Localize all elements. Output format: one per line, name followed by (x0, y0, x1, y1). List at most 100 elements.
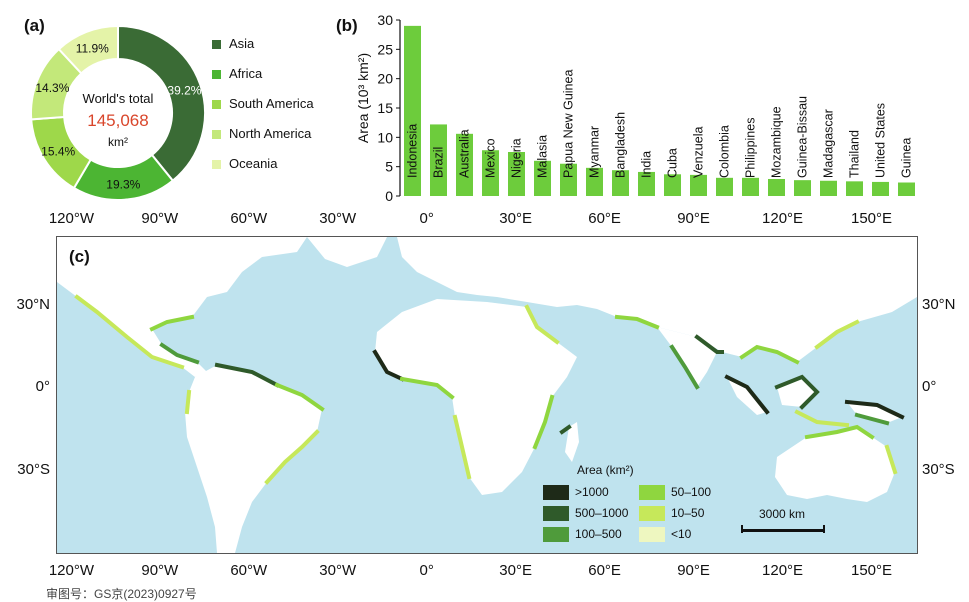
bar-malasia (534, 160, 551, 196)
bar-united-states (872, 181, 889, 196)
donut-percent-label: 15.4% (41, 144, 75, 158)
longitude-tick-label: 120°W (48, 210, 94, 227)
center-unit: km² (108, 135, 128, 149)
bar-indonesia (404, 25, 421, 196)
latitude-tick-label: 30°N (16, 295, 50, 313)
landmass-sumatra (727, 377, 767, 415)
map-approval-number: 审图号：GS京(2023)0927号 (46, 587, 197, 601)
bar-india (638, 171, 655, 196)
panel-label-a: (a) (24, 16, 45, 35)
y-tick-label: 30 (377, 12, 393, 28)
bar-category-label: Papua New Guinea (562, 70, 576, 178)
landmass-north-america (57, 237, 307, 377)
bar-category-label: Colombia (718, 125, 732, 178)
legend-label: North America (229, 126, 312, 141)
bar-category-label: India (640, 151, 654, 178)
landmass-australia (775, 427, 895, 502)
longitude-tick-label: 120°E (762, 210, 804, 227)
legend-swatch (212, 40, 221, 49)
y-tick-label: 10 (377, 129, 393, 145)
bar-category-label: Australia (458, 129, 472, 178)
legend-swatch (212, 130, 221, 139)
bar-myanmar (586, 167, 603, 196)
bar-mexico (482, 150, 499, 196)
bar-category-label: Brazil (432, 147, 446, 178)
bar-category-label: Myanmar (588, 126, 602, 178)
scale-bar-line (741, 529, 825, 532)
bar-category-label: Venzuela (692, 127, 706, 178)
landmass-africa (375, 299, 577, 495)
center-text-line1: World's total (83, 91, 154, 106)
landmass-south-america (185, 365, 322, 553)
bar-bangladesh (612, 170, 629, 196)
legend-label: Oceania (229, 156, 278, 171)
legend-label: Africa (229, 66, 263, 81)
map-legend-label: >1000 (575, 485, 609, 499)
legend-label: South America (229, 96, 314, 111)
bar-category-label: Guinea-Bissau (796, 96, 810, 178)
map-legend-swatch (639, 485, 665, 500)
map-legend-swatch (639, 527, 665, 542)
map-legend-label: 10–50 (671, 506, 705, 520)
bar-australia (456, 133, 473, 196)
donut-percent-label: 11.9% (76, 41, 109, 55)
bar-category-label: Indonesia (406, 124, 420, 178)
donut-slice-oceania (57, 24, 119, 75)
longitude-tick-label: 30°E (499, 562, 532, 579)
map-legend-title: Area (km²) (577, 463, 634, 477)
y-axis-label: Area (10³ km²) (355, 53, 371, 143)
longitude-tick-label: 90°W (141, 562, 179, 579)
map-legend-swatch (639, 506, 665, 521)
mangrove-coastline-cells (74, 294, 905, 485)
longitude-tick-label: 60°E (588, 562, 621, 579)
longitude-tick-label: 90°E (677, 562, 710, 579)
map-legend-swatch (543, 485, 569, 500)
y-tick-label: 15 (377, 100, 393, 116)
panel-label-c: (c) (69, 247, 90, 266)
landmass-greenland (307, 237, 387, 267)
longitude-tick-label: 60°W (230, 562, 268, 579)
bar-madagascar (820, 180, 837, 196)
longitude-tick-label: 90°W (141, 210, 179, 227)
donut-percent-label: 39.2% (167, 83, 201, 97)
map-legend-label: <10 (671, 527, 692, 541)
bar-venzuela (690, 174, 707, 196)
bar-cuba (664, 174, 681, 196)
bar-category-label: Guinea (900, 138, 914, 178)
bar-category-label: Thailand (848, 130, 862, 178)
y-tick-label: 0 (385, 188, 393, 204)
bar-thailand (846, 181, 863, 196)
bar-brazil (430, 124, 447, 196)
y-tick-label: 25 (377, 41, 393, 57)
landmass-new-guinea (847, 402, 902, 423)
bar-category-label: Mozambique (770, 106, 784, 178)
longitude-tick-label: 30°E (499, 210, 532, 227)
bar-philippines (742, 177, 759, 196)
bar-category-label: Cuba (666, 148, 680, 178)
latitude-tick-label: 0° (35, 378, 50, 396)
scale-bar-label: 3000 km (759, 507, 806, 521)
landmass-eurasia (397, 237, 917, 362)
bar-category-label: Nigeria (510, 138, 524, 178)
longitude-tick-label: 150°E (851, 562, 893, 579)
latitude-tick-label: 30°S (17, 460, 50, 478)
longitude-tick-label: 90°E (677, 210, 710, 227)
donut-chart: 39.2%19.3%15.4%14.3%11.9% World's total … (30, 24, 206, 201)
bar-guinea-bissau (794, 180, 811, 196)
scale-bar: 3000 km (741, 507, 825, 533)
donut-percent-label: 14.3% (35, 81, 69, 95)
landmass-borneo (777, 377, 817, 407)
scale-bar-right-tick (823, 525, 825, 533)
longitude-tick-label: 120°E (762, 562, 804, 579)
bar-category-label: Philippines (744, 118, 758, 178)
bar-category-label: United States (874, 103, 888, 178)
legend-swatch (212, 160, 221, 169)
longitude-tick-label: 120°W (48, 562, 94, 579)
longitude-tick-label: 30°W (319, 210, 357, 227)
bar-category-label: Malasia (536, 135, 550, 178)
legend-label: Asia (229, 36, 255, 51)
bar-guinea (898, 182, 915, 196)
bar-mozambique (768, 178, 785, 196)
longitude-tick-label: 60°W (230, 210, 268, 227)
map-legend-label: 500–1000 (575, 506, 629, 520)
